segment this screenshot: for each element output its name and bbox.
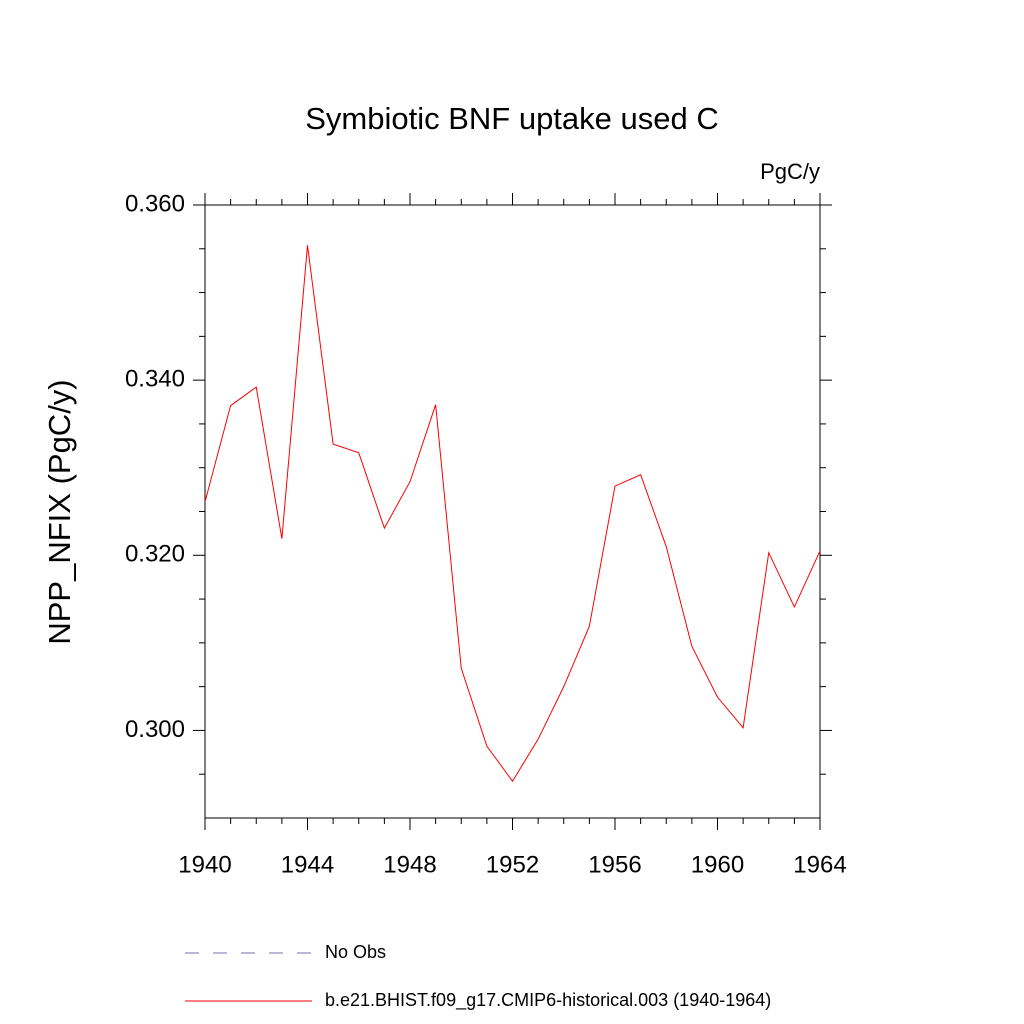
legend-series-label: b.e21.BHIST.f09_g17.CMIP6-historical.003…: [325, 990, 771, 1011]
x-tick-label: 1948: [383, 851, 436, 878]
x-tick-label: 1952: [486, 851, 539, 878]
y-axis-label: NPP_NFIX (PgC/y): [42, 379, 77, 644]
y-tick-label: 0.360: [125, 190, 185, 217]
series-line: [204, 245, 821, 783]
x-tick-label: 1940: [178, 851, 231, 878]
x-tick-label: 1956: [588, 851, 641, 878]
x-tick-label: 1964: [793, 851, 846, 878]
chart-title: Symbiotic BNF uptake used C: [305, 101, 719, 136]
legend-obs-label: No Obs: [325, 942, 386, 962]
plot-frame: [204, 204, 821, 819]
y-tick-label: 0.300: [125, 716, 185, 743]
x-tick-label: 1960: [691, 851, 744, 878]
y-tick-label: 0.340: [125, 365, 185, 392]
x-tick-label: 1944: [281, 851, 334, 878]
y-tick-label: 0.320: [125, 541, 185, 568]
units-label: PgC/y: [760, 159, 820, 184]
